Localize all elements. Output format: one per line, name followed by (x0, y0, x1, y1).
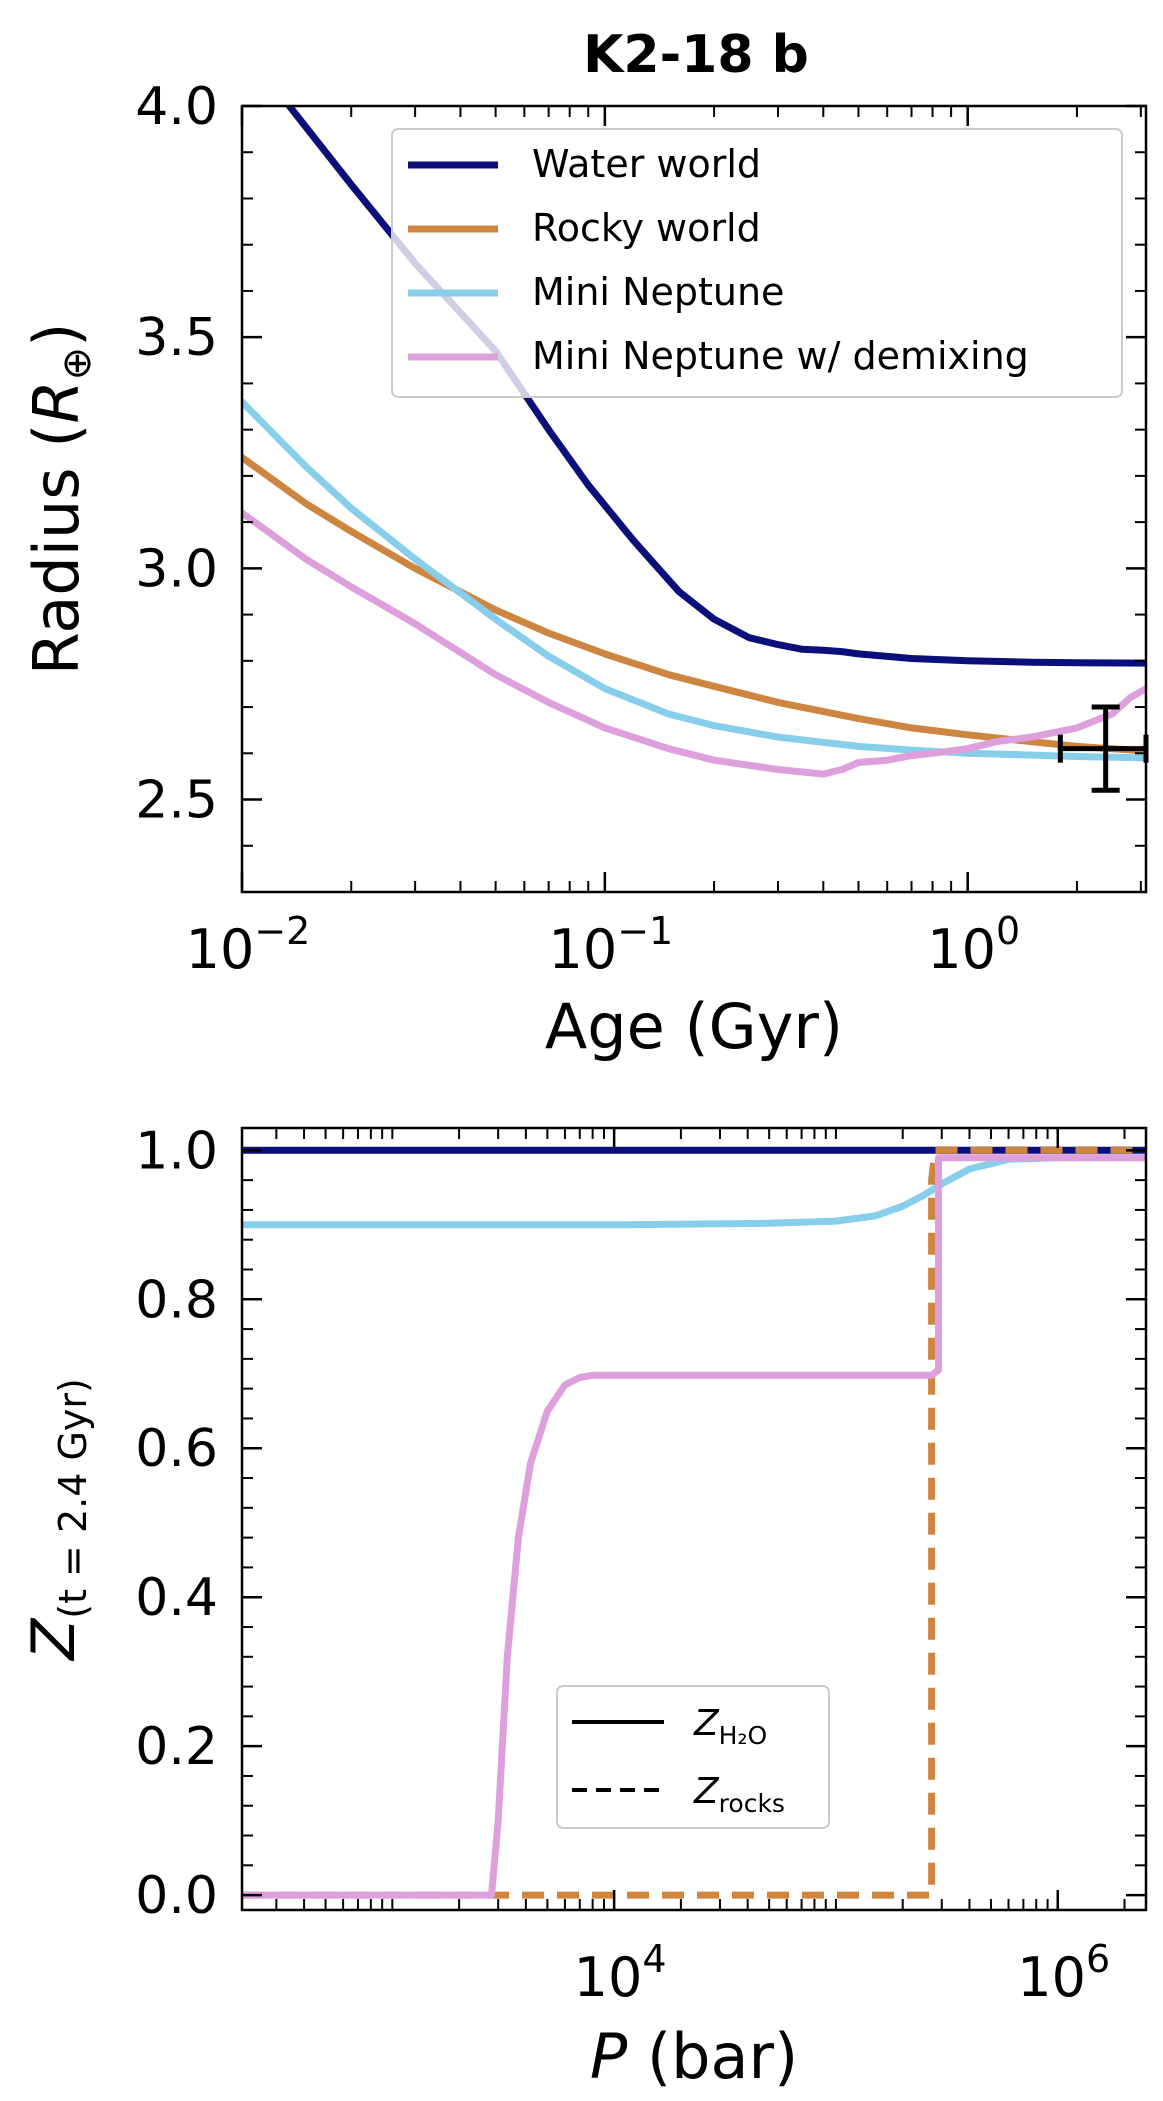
legend-label-mini-neptune-demixing: Mini Neptune w/ demixing (532, 334, 1029, 378)
legend-z-h2o-subscript: H₂O (719, 1721, 768, 1750)
x-tick-base: 10 (186, 918, 255, 981)
radius-legend: Water world Rocky world Mini Neptune Min… (391, 128, 1123, 398)
metallicity-y-axis-subscript: (t = 2.4 Gyr) (51, 1378, 95, 1619)
y-tick-label: 2.5 (135, 771, 218, 831)
radius-y-axis-unit: R (20, 380, 93, 423)
legend-z-h2o-symbol: Z (693, 1703, 720, 1744)
radius-y-axis-close-paren: ) (20, 323, 93, 347)
radius-axis-ticks: 2.53.03.54.010−2 10−1 100 (135, 77, 1146, 981)
series-line-1-3 (242, 1146, 1146, 1899)
metallicity-x-axis-symbol: P (590, 2020, 628, 2093)
legend-label-z-h2o: ZH₂O (693, 1703, 767, 1750)
x-tick-exponent: 6 (1086, 1937, 1110, 1981)
x-tick-base: 10 (927, 918, 996, 981)
x-tick-label: 100 (927, 909, 1020, 981)
metallicity-x-axis-space (627, 2020, 647, 2093)
series-line-0-2 (242, 398, 1146, 762)
y-tick-label: 0.2 (135, 1717, 218, 1777)
legend-z-rocks-symbol: Z (693, 1771, 720, 1812)
series-line-0-3 (242, 509, 1146, 778)
x-tick-base: 10 (574, 1946, 643, 2009)
x-tick-label: 104 (574, 1937, 667, 2009)
x-tick-label: 106 (1017, 1937, 1110, 2009)
metallicity-legend: ZH₂O Zrocks (556, 1685, 830, 1829)
radius-y-axis-unit-subscript: ⊕ (54, 347, 100, 381)
metallicity-x-axis-unit: (bar) (647, 2020, 798, 2093)
metallicity-plot-area (242, 1146, 1146, 1899)
radius-y-axis-open-paren: ( (20, 424, 93, 468)
y-tick-label: 0.6 (135, 1419, 218, 1479)
metallicity-legend-box (556, 1685, 830, 1829)
x-tick-exponent: 0 (996, 909, 1020, 953)
y-tick-label: 4.0 (135, 77, 218, 137)
legend-label-mini-neptune: Mini Neptune (532, 270, 784, 314)
y-tick-label: 3.0 (135, 539, 218, 599)
data-point-errorbar (1057, 704, 1149, 793)
y-tick-label: 1.0 (135, 1121, 218, 1181)
x-tick-exponent: −2 (254, 909, 310, 953)
y-tick-label: 0.4 (135, 1568, 218, 1628)
radius-y-axis-word: Radius (20, 467, 93, 675)
series-line-1-4 (242, 1154, 1146, 1899)
x-tick-base: 10 (1017, 1946, 1086, 2009)
x-tick-label: 10−2 (186, 909, 311, 981)
x-tick-exponent: −1 (617, 909, 673, 953)
radius-y-axis-label: Radius (R⊕) (20, 323, 100, 676)
y-tick-label: 0.8 (135, 1270, 218, 1330)
radius-age-chart: 2.53.03.54.010−2 10−1 100 Water world Rock… (20, 77, 1149, 1063)
metallicity-y-axis-label: Z(t = 2.4 Gyr) (19, 1378, 95, 1662)
radius-plot-area (242, 106, 1149, 793)
chart-title: K2-18 b (583, 25, 809, 85)
radius-legend-box (391, 128, 1123, 398)
metallicity-plot-frame (240, 1126, 1148, 1912)
legend-label-z-rocks: Zrocks (693, 1771, 785, 1818)
y-tick-label: 0.0 (135, 1866, 218, 1926)
legend-label-water-world: Water world (532, 142, 761, 186)
series-line-1-2 (242, 1154, 1146, 1229)
x-tick-label: 10−1 (548, 909, 673, 981)
x-tick-base: 10 (548, 918, 617, 981)
legend-z-rocks-subscript: rocks (719, 1789, 785, 1818)
radius-plot-frame (240, 104, 1148, 894)
x-tick-exponent: 4 (642, 1937, 666, 1981)
y-tick-label: 3.5 (135, 308, 218, 368)
legend-label-rocky-world: Rocky world (532, 206, 761, 250)
radius-x-axis-label: Age (Gyr) (545, 990, 843, 1063)
metallicity-x-axis-label: P (bar) (590, 2020, 798, 2093)
metallicity-y-axis-symbol: Z (19, 1617, 89, 1662)
